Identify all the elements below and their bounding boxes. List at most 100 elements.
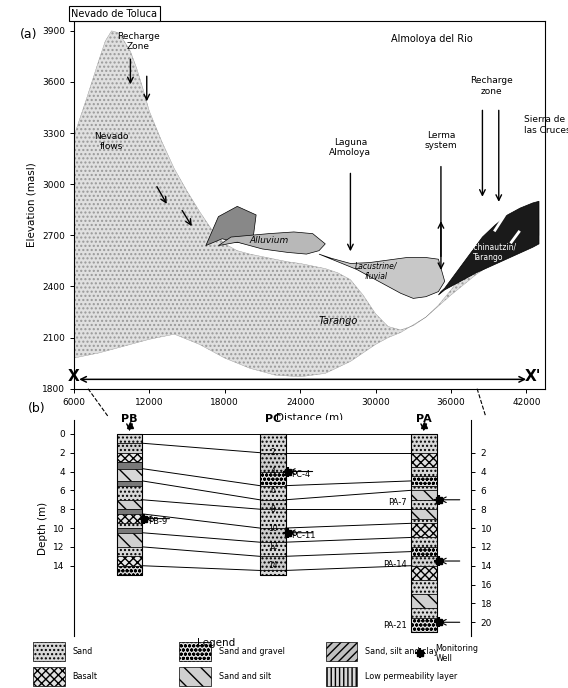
Text: PC: PC <box>265 414 281 424</box>
Text: Sand, silt and clay: Sand, silt and clay <box>365 647 438 656</box>
Bar <box>116 499 143 509</box>
Bar <box>411 524 437 537</box>
Bar <box>411 566 437 580</box>
Text: 12: 12 <box>268 542 277 551</box>
Text: Nevado
flows: Nevado flows <box>94 132 129 151</box>
Bar <box>116 453 143 462</box>
Bar <box>411 608 437 618</box>
FancyBboxPatch shape <box>33 667 65 686</box>
FancyBboxPatch shape <box>33 642 65 661</box>
Text: Tarango: Tarango <box>318 316 357 325</box>
Bar <box>411 491 437 499</box>
Bar <box>116 566 143 575</box>
Bar <box>116 443 143 453</box>
Bar <box>411 434 437 632</box>
FancyBboxPatch shape <box>326 642 357 661</box>
Bar <box>260 499 286 509</box>
Bar <box>411 499 437 509</box>
Text: Laguna
Almoloya: Laguna Almoloya <box>329 138 371 157</box>
Bar <box>116 481 143 486</box>
Bar <box>116 514 143 524</box>
Text: Lerma
system: Lerma system <box>425 131 457 150</box>
Bar <box>260 528 286 542</box>
Bar <box>116 434 143 575</box>
Bar <box>411 509 437 519</box>
Text: PA-7: PA-7 <box>388 498 407 507</box>
FancyBboxPatch shape <box>326 667 357 686</box>
Bar <box>260 434 286 575</box>
Bar <box>411 486 437 491</box>
Bar <box>116 486 143 499</box>
Text: Recharge
zone: Recharge zone <box>470 76 512 96</box>
Bar <box>116 533 143 547</box>
FancyBboxPatch shape <box>179 667 211 686</box>
Bar <box>411 537 437 547</box>
Bar <box>411 547 437 557</box>
Text: 2: 2 <box>270 448 275 457</box>
Bar <box>411 434 437 453</box>
Polygon shape <box>74 31 539 377</box>
Text: Legend: Legend <box>197 638 235 648</box>
Text: PC-11: PC-11 <box>291 531 316 540</box>
Bar <box>411 557 437 566</box>
Text: 4: 4 <box>270 467 275 476</box>
Bar <box>116 509 143 514</box>
Bar <box>260 557 286 570</box>
Bar <box>411 519 437 524</box>
Bar <box>116 434 143 443</box>
Polygon shape <box>319 254 445 299</box>
Text: 14: 14 <box>268 561 277 570</box>
Text: PA-14: PA-14 <box>383 559 407 568</box>
Bar <box>411 618 437 632</box>
Bar <box>411 453 437 466</box>
Bar <box>260 453 286 471</box>
Bar <box>116 469 143 481</box>
Text: PA-21: PA-21 <box>383 621 407 630</box>
Bar <box>116 557 143 566</box>
Bar <box>260 542 286 557</box>
Bar <box>116 528 143 533</box>
Text: 10: 10 <box>268 524 277 533</box>
Bar <box>411 466 437 476</box>
Text: Almoloya del Rio: Almoloya del Rio <box>391 34 473 45</box>
Text: Sand and silt: Sand and silt <box>219 671 271 680</box>
Text: Basalt: Basalt <box>72 671 97 680</box>
Bar <box>260 434 286 453</box>
Text: Recharge
Zone: Recharge Zone <box>117 32 160 52</box>
Polygon shape <box>438 202 539 295</box>
Bar <box>260 486 286 499</box>
Text: PA: PA <box>416 414 432 424</box>
Text: Sand and gravel: Sand and gravel <box>219 647 285 656</box>
Bar <box>116 462 143 469</box>
Text: PB-9: PB-9 <box>148 517 168 526</box>
Bar <box>411 594 437 608</box>
Y-axis label: Depth (m): Depth (m) <box>37 502 48 555</box>
Y-axis label: Elevation (masl): Elevation (masl) <box>26 162 36 247</box>
FancyBboxPatch shape <box>179 642 211 661</box>
Text: Low permeability layer: Low permeability layer <box>365 671 457 680</box>
Text: (a): (a) <box>20 28 37 41</box>
Text: X: X <box>68 369 80 384</box>
Text: Sierra de
las Cruces: Sierra de las Cruces <box>524 116 568 135</box>
Text: Monitoring
Well: Monitoring Well <box>436 644 479 663</box>
Text: X': X' <box>524 369 541 384</box>
Text: Chichinautzin/
Tarango: Chichinautzin/ Tarango <box>461 243 516 262</box>
Bar <box>116 524 143 528</box>
Bar <box>260 509 286 528</box>
Text: Nevado de Toluca: Nevado de Toluca <box>72 9 157 19</box>
Bar <box>260 471 286 486</box>
Text: 6: 6 <box>270 486 275 495</box>
Bar <box>116 547 143 557</box>
Text: 8: 8 <box>270 505 275 514</box>
Text: Sand: Sand <box>72 647 93 656</box>
Bar <box>411 476 437 486</box>
Polygon shape <box>219 232 325 254</box>
Polygon shape <box>206 206 256 246</box>
Bar <box>260 570 286 575</box>
Text: (b): (b) <box>28 402 46 416</box>
X-axis label: Distance (m): Distance (m) <box>276 412 343 422</box>
Bar <box>411 580 437 594</box>
Text: PC-4: PC-4 <box>291 470 311 479</box>
Text: Lacustrine/
fluvial: Lacustrine/ fluvial <box>354 261 397 281</box>
Text: Alluvium: Alluvium <box>249 235 289 245</box>
